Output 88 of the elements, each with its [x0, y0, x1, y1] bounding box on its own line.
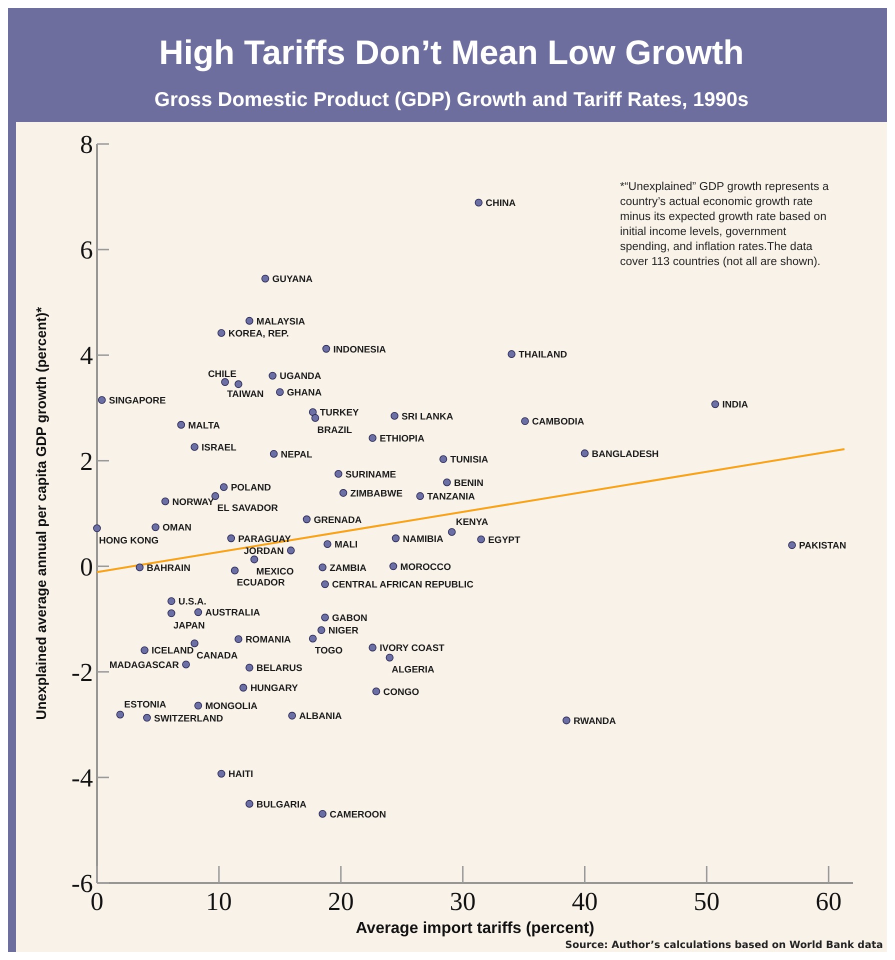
data-label: CONGO — [383, 686, 420, 698]
data-label: UGANDA — [280, 371, 322, 382]
data-label: JAPAN — [173, 620, 206, 632]
data-label: BRAZIL — [317, 424, 352, 436]
data-label: MONGOLIA — [205, 701, 258, 712]
data-label: BANGLADESH — [592, 448, 659, 460]
data-label: NAMIBIA — [402, 534, 444, 545]
data-label: IVORY COAST — [380, 643, 445, 654]
y-tick-label: 4 — [80, 341, 93, 370]
data-label: MOROCCO — [400, 562, 451, 573]
data-label: SRI LANKA — [402, 411, 454, 422]
data-label: ALGERIA — [392, 664, 435, 676]
data-label: THAILAND — [518, 350, 568, 361]
data-label: U.S.A. — [178, 596, 206, 608]
chart-title: High Tariffs Don’t Mean Low Growth — [159, 34, 744, 72]
data-label: ALBANIA — [299, 711, 342, 722]
data-label: ESTONIA — [124, 700, 166, 711]
chart-subtitle: Gross Domestic Product (GDP) Growth and Tariff Rates, 1990s — [154, 89, 749, 111]
data-label: TANZANIA — [427, 492, 476, 503]
data-label: MALI — [334, 540, 358, 551]
data-label: AUSTRALIA — [205, 608, 260, 619]
y-axis-title: Unexplained average annual per capita GDP growth (percent)* — [33, 306, 49, 720]
data-label: HAITI — [228, 769, 254, 780]
data-label: KOREA, REP. — [228, 328, 289, 340]
data-label: GUYANA — [272, 274, 313, 286]
data-label: MALTA — [188, 420, 220, 432]
data-label: PAKISTAN — [799, 540, 846, 552]
x-tick-label: 40 — [572, 887, 598, 916]
x-tick-label: 10 — [206, 887, 232, 916]
data-label: ROMANIA — [245, 634, 291, 646]
y-tick-label: -6 — [71, 869, 93, 898]
data-label: ZAMBIA — [330, 562, 367, 574]
data-label: CHINA — [486, 198, 516, 210]
data-label: CANADA — [196, 650, 238, 662]
data-label: GABON — [332, 612, 368, 624]
annotation: *“Unexplained” GDP growth represents a country’s actual economic growth rate minus its expected growth rate based on initial income levels, government spending, and inflation rates.The data cover 113 countries (not all are shown). — [620, 181, 830, 268]
data-label: TAIWAN — [227, 389, 264, 400]
data-label: BULGARIA — [256, 799, 307, 810]
data-label: BENIN — [454, 478, 484, 489]
data-label: TURKEY — [320, 408, 360, 419]
x-tick-label: 20 — [328, 887, 354, 916]
data-label: SWITZERLAND — [154, 713, 224, 724]
data-label: PARAGUAY — [238, 534, 292, 545]
data-label: MADAGASCAR — [109, 660, 180, 671]
data-label: RWANDA — [573, 716, 616, 727]
y-tick-label: 6 — [80, 236, 93, 265]
data-label: CHILE — [208, 369, 236, 380]
x-tick-label: 30 — [450, 887, 476, 916]
data-label: BELARUS — [256, 663, 302, 674]
data-label: TOGO — [314, 646, 343, 657]
data-label: TUNISIA — [450, 454, 488, 466]
data-label: HONG KONG — [99, 535, 159, 546]
data-label: EGYPT — [488, 534, 520, 546]
y-tick-label: 2 — [80, 446, 93, 476]
data-label: SURINAME — [345, 469, 396, 480]
data-label: POLAND — [230, 482, 272, 494]
y-tick-label: 0 — [80, 552, 93, 582]
data-label: MALAYSIA — [256, 316, 306, 328]
y-tick-label: 8 — [80, 130, 93, 160]
data-label: GHANA — [286, 388, 322, 399]
data-label: ECUADOR — [236, 578, 285, 589]
data-label: OMAN — [162, 522, 192, 534]
y-tick-label: -4 — [71, 764, 93, 793]
data-label: ZIMBABWE — [350, 488, 403, 500]
data-label: JORDAN — [244, 546, 284, 557]
data-label: HUNGARY — [250, 683, 299, 694]
data-label: KENYA — [456, 516, 488, 528]
data-label: ISRAEL — [202, 442, 237, 454]
x-tick-label: 50 — [694, 887, 720, 916]
data-label: INDONESIA — [333, 344, 386, 356]
data-label: GRENADA — [314, 514, 362, 526]
data-label: CENTRAL AFRICAN REPUBLIC — [332, 580, 474, 591]
data-label: NEPAL — [280, 449, 312, 460]
source-note: Source: Author’s calculations based on World Bank data — [565, 940, 883, 951]
data-label: EL SAVADOR — [217, 503, 278, 514]
data-label: BAHRAIN — [146, 562, 191, 574]
data-label: ETHIOPIA — [380, 434, 425, 445]
data-label: MEXICO — [256, 566, 294, 578]
data-label: SINGAPORE — [108, 396, 166, 407]
data-label: NIGER — [328, 626, 359, 637]
x-axis-title: Average import tariffs (percent) — [356, 920, 594, 937]
data-label: INDIA — [722, 400, 748, 411]
data-label: ICELAND — [152, 646, 194, 657]
data-label: CAMEROON — [330, 809, 386, 820]
data-label: NORWAY — [172, 496, 215, 508]
x-tick-label: 60 — [816, 887, 842, 916]
y-tick-label: -2 — [71, 658, 93, 687]
data-label: CAMBODIA — [532, 416, 584, 428]
